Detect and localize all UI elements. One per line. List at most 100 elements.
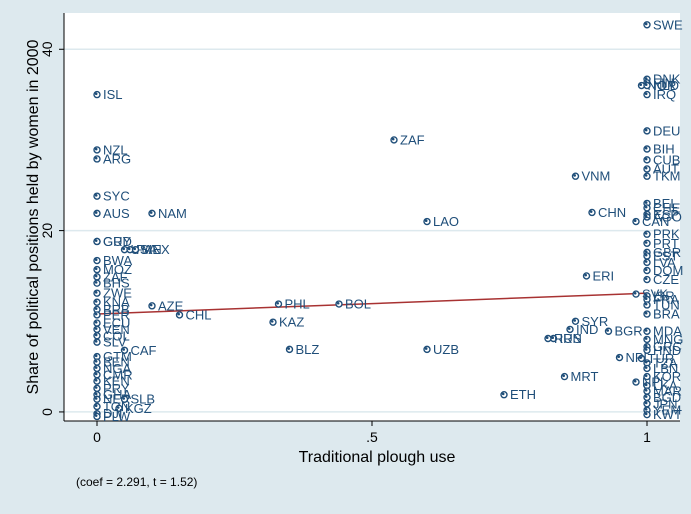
point-marker-fill [94, 267, 98, 271]
point-label: BIH [653, 142, 675, 157]
point-marker-fill [644, 146, 648, 150]
point-marker-fill [177, 312, 180, 316]
point-label: ZWE [103, 286, 132, 301]
point-label: CUB [653, 152, 680, 167]
point-label: ZAF [103, 269, 128, 284]
data-point: BHS [93, 276, 130, 291]
x-tick-label: 0 [93, 429, 101, 445]
point-marker-fill [94, 379, 98, 382]
point-label: NLD [653, 78, 679, 93]
point-label: BGR [615, 324, 643, 339]
point-marker-fill [149, 211, 153, 214]
point-marker-fill [644, 329, 648, 332]
data-point: USA [120, 242, 158, 257]
point-marker-fill [276, 301, 280, 305]
point-label: IRQ [653, 87, 676, 102]
data-point: PRT [643, 236, 679, 251]
point-marker-fill [94, 92, 98, 96]
data-point: ZAF [93, 269, 128, 284]
y-tick-label: 20 [39, 223, 55, 239]
point-label: DEU [653, 123, 680, 138]
point-marker-fill [149, 303, 153, 307]
data-point: NER [93, 392, 130, 407]
point-label: RUS [554, 331, 582, 346]
point-marker-fill [94, 312, 98, 316]
point-marker-fill [644, 214, 648, 218]
point-marker-fill [644, 77, 648, 80]
point-marker-fill [122, 247, 125, 251]
point-label: AUS [103, 206, 130, 221]
data-point: CHN [588, 205, 626, 220]
point-label: SYC [103, 189, 130, 204]
data-point: SLV [93, 335, 127, 350]
data-point: GRD [93, 234, 132, 249]
data-point: MOZ [93, 262, 132, 277]
data-point: TUN [643, 297, 680, 312]
point-label: GRD [103, 234, 132, 249]
point-label: BLZ [296, 342, 320, 357]
point-marker-fill [122, 397, 125, 400]
point-marker-fill [644, 232, 648, 235]
data-point: MNG [643, 332, 683, 347]
point-label: LAO [433, 214, 459, 229]
point-label: KAZ [279, 315, 304, 330]
data-point: BRB [93, 302, 130, 317]
point-marker-fill [644, 260, 648, 263]
data-point: AUS [93, 206, 130, 221]
point-marker-fill [94, 354, 98, 358]
point-label: PHL [285, 297, 310, 312]
point-label: KGZ [125, 401, 152, 416]
point-marker-fill [644, 250, 648, 253]
point-label: SLV [103, 335, 127, 350]
point-label: DOM [653, 263, 683, 278]
point-label: BEL [653, 196, 678, 211]
point-marker-fill [644, 22, 648, 26]
point-label: PLW [103, 409, 131, 424]
data-point: PLW [93, 409, 131, 424]
y-tick-label: 40 [39, 41, 55, 57]
point-marker-fill [644, 293, 648, 297]
data-point: PRK [643, 227, 680, 242]
data-point: AGO [643, 210, 682, 225]
point-label: LKA [653, 378, 678, 393]
point-marker-fill [644, 92, 648, 96]
point-marker-fill [639, 83, 642, 87]
data-point: SYR [571, 314, 608, 329]
point-marker-fill [633, 291, 637, 295]
point-marker-fill [94, 327, 98, 330]
point-marker-fill [94, 333, 98, 337]
point-marker-fill [287, 347, 291, 350]
point-label: PRK [653, 227, 680, 242]
point-label: PER [103, 307, 130, 322]
point-marker-fill [633, 219, 637, 223]
point-label: BGD [653, 390, 681, 405]
point-marker-fill [644, 302, 648, 306]
point-marker-fill [94, 320, 98, 324]
data-points: SWEDNKFINNORNLDIRQDEUBIHCUBAUTTKMBELCHEE… [93, 17, 683, 424]
point-marker-fill [94, 194, 98, 197]
data-point: DOM [643, 263, 683, 278]
data-point: BOL [335, 297, 371, 312]
point-label: CZE [653, 272, 679, 287]
data-point: ERI [582, 268, 614, 283]
point-marker-fill [644, 348, 648, 351]
point-label: ARG [103, 151, 131, 166]
point-label: SWE [653, 17, 683, 32]
data-point: KNA [93, 295, 130, 310]
point-label: LVA [653, 255, 676, 270]
plot-area [64, 13, 680, 421]
point-marker-fill [644, 201, 648, 204]
point-label: KEN [103, 374, 130, 389]
point-marker-fill [644, 83, 648, 87]
point-marker-fill [94, 340, 98, 343]
data-point: LVA [643, 255, 676, 270]
data-point: ECU [93, 316, 130, 331]
data-point: TUR [637, 351, 675, 366]
point-label: TUR [648, 351, 675, 366]
point-label: LBN [653, 361, 678, 376]
x-tick-label: 1 [643, 429, 651, 445]
point-label: CHL [186, 307, 212, 322]
point-label: JPN [653, 396, 678, 411]
data-point: IRQ [643, 87, 676, 102]
